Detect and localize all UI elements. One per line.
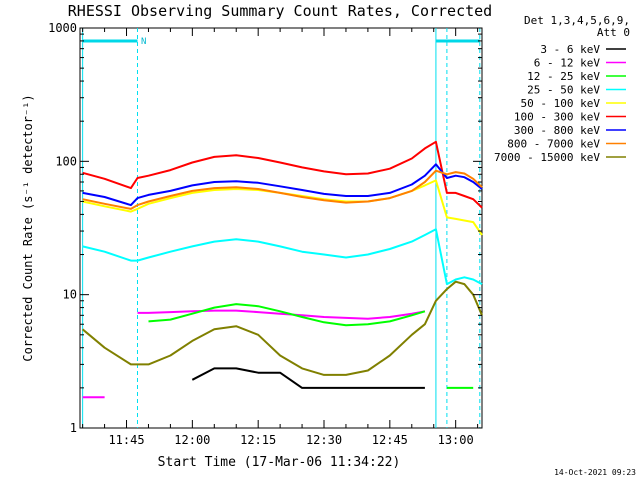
series-line-25-50-kev <box>82 228 483 286</box>
legend-header: Det 1,3,4,5,6,9, <box>524 14 630 27</box>
x-tick-label: 12:15 <box>240 433 276 447</box>
series-layer <box>81 140 483 399</box>
series-line-100-300-kev <box>82 140 483 209</box>
legend-header: Att 0 <box>597 26 630 39</box>
series-line-300-800-kev <box>82 163 483 207</box>
series-line-3-6-kev <box>191 367 425 389</box>
legend-label: 50 - 100 keV <box>521 97 601 110</box>
y-tick-label: 10 <box>63 288 77 302</box>
x-tick-label: 11:45 <box>108 433 144 447</box>
legend-label: 100 - 300 keV <box>514 111 600 124</box>
series-line-6-12-kev <box>137 309 426 320</box>
night-label: N <box>141 37 146 47</box>
legend-label: 800 - 7000 keV <box>507 138 600 151</box>
x-tick-label: 13:00 <box>438 433 474 447</box>
footer-timestamp: 14-Oct-2021 09:23 <box>554 468 636 477</box>
series-line-7000-15000-kev <box>81 280 483 376</box>
y-tick-label: 1 <box>70 421 77 435</box>
legend-label: 3 - 6 keV <box>540 43 600 56</box>
x-tick-label: 12:00 <box>174 433 210 447</box>
x-axis-ticks: 11:45 12:00 12:15 12:30 12:45 13:00 <box>82 28 479 447</box>
x-tick-label: 12:45 <box>372 433 408 447</box>
observing-flags: N <box>82 28 481 428</box>
legend-label: 7000 - 15000 keV <box>494 151 600 164</box>
y-tick-label: 100 <box>55 154 77 168</box>
series-line-800-7000-kev <box>82 169 483 210</box>
plot-frame <box>79 27 483 429</box>
x-tick-label: 12:30 <box>306 433 342 447</box>
series-line-50-100-kev <box>82 179 483 236</box>
y-tick-label: 1000 <box>48 21 77 35</box>
legend-label: 12 - 25 keV <box>527 70 600 83</box>
plot-area: N 1 10 100 1000 11:45 12:00 12:15 12:30 12:45 13… <box>48 21 483 447</box>
x-axis-label: Start Time (17-Mar-06 11:34:22) <box>158 455 401 470</box>
legend-label: 6 - 12 keV <box>534 57 601 70</box>
chart-title: RHESSI Observing Summary Count Rates, Co… <box>68 2 492 20</box>
series-line-12-25-kev <box>148 303 426 327</box>
y-axis-label: Corrected Count Rate (s⁻¹ detector⁻¹) <box>21 94 35 361</box>
y-axis-ticks: 1 10 100 1000 <box>48 21 482 435</box>
legend-label: 300 - 800 keV <box>514 124 600 137</box>
legend-label: 25 - 50 keV <box>527 84 600 97</box>
